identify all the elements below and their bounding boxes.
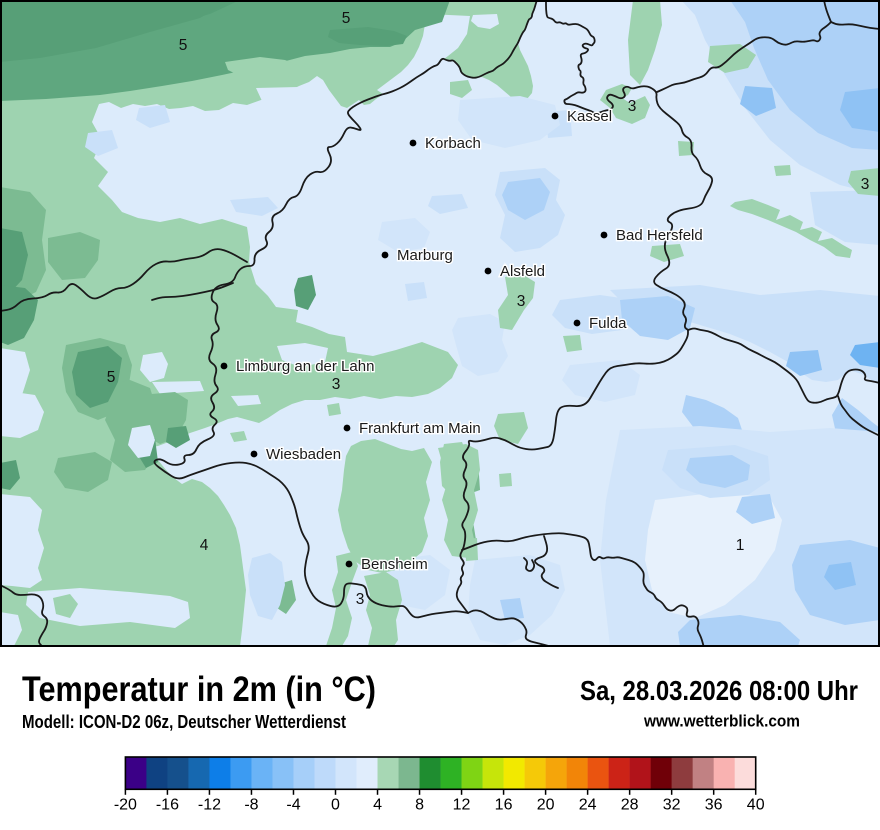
svg-text:Alsfeld: Alsfeld [500,263,545,280]
svg-text:36: 36 [705,797,723,814]
svg-text:8: 8 [415,797,424,814]
svg-text:32: 32 [663,797,681,814]
svg-text:-16: -16 [156,797,179,814]
svg-text:5: 5 [107,369,116,386]
svg-text:-12: -12 [198,797,221,814]
svg-text:Bensheim: Bensheim [361,556,428,573]
svg-text:Limburg an der Lahn: Limburg an der Lahn [236,358,374,375]
svg-text:40: 40 [747,797,765,814]
svg-text:5: 5 [179,37,188,54]
svg-text:24: 24 [579,797,597,814]
svg-text:-8: -8 [244,797,258,814]
svg-text:3: 3 [332,376,341,393]
svg-text:Modell: ICON-D2 06z, Deutscher: Modell: ICON-D2 06z, Deutscher Wetterdie… [22,712,346,732]
svg-text:3: 3 [861,176,870,193]
svg-text:Fulda: Fulda [589,315,627,332]
svg-text:Frankfurt am Main: Frankfurt am Main [359,420,481,437]
svg-text:16: 16 [495,797,513,814]
svg-text:3: 3 [628,98,637,115]
svg-text:28: 28 [621,797,639,814]
svg-text:Kassel: Kassel [567,108,612,125]
svg-text:Korbach: Korbach [425,135,481,152]
svg-text:1: 1 [736,537,745,554]
svg-text:4: 4 [373,797,382,814]
svg-text:20: 20 [537,797,555,814]
svg-text:Sa, 28.03.2026 08:00 Uhr: Sa, 28.03.2026 08:00 Uhr [580,675,858,706]
svg-text:0: 0 [331,797,340,814]
svg-text:5: 5 [342,10,351,27]
svg-text:-4: -4 [286,797,300,814]
svg-text:Wiesbaden: Wiesbaden [266,446,341,463]
svg-text:Marburg: Marburg [397,247,453,264]
svg-text:4: 4 [200,537,209,554]
svg-text:Bad Hersfeld: Bad Hersfeld [616,227,703,244]
svg-text:3: 3 [517,293,526,310]
svg-text:3: 3 [356,591,365,608]
svg-text:Temperatur in 2m (in °C): Temperatur in 2m (in °C) [22,670,376,709]
svg-text:-20: -20 [114,797,137,814]
svg-text:12: 12 [453,797,471,814]
svg-text:www.wetterblick.com: www.wetterblick.com [643,712,800,731]
